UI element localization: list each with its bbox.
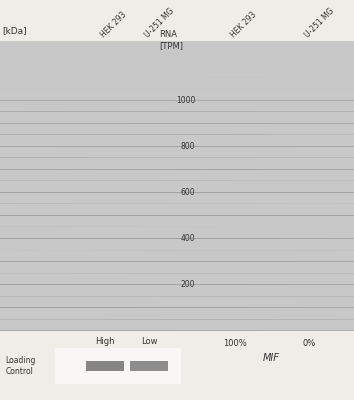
Text: RNA
[TPM]: RNA [TPM]	[159, 30, 183, 50]
FancyBboxPatch shape	[0, 295, 354, 308]
Text: Low: Low	[141, 337, 158, 346]
FancyBboxPatch shape	[0, 318, 354, 331]
FancyBboxPatch shape	[0, 249, 354, 262]
FancyBboxPatch shape	[0, 99, 354, 112]
Text: HEK 293: HEK 293	[99, 10, 128, 39]
FancyBboxPatch shape	[0, 272, 354, 285]
FancyBboxPatch shape	[0, 191, 354, 204]
FancyBboxPatch shape	[0, 41, 354, 54]
Bar	[55, 57, 78, 62]
Text: HEK 293: HEK 293	[229, 10, 258, 39]
FancyBboxPatch shape	[0, 110, 354, 123]
FancyBboxPatch shape	[0, 53, 354, 66]
FancyBboxPatch shape	[0, 168, 354, 181]
FancyBboxPatch shape	[0, 226, 354, 238]
FancyBboxPatch shape	[0, 191, 354, 204]
Bar	[130, 361, 168, 371]
Text: 100%: 100%	[223, 339, 247, 348]
FancyBboxPatch shape	[0, 156, 354, 170]
FancyBboxPatch shape	[0, 295, 354, 308]
FancyBboxPatch shape	[0, 202, 354, 216]
FancyBboxPatch shape	[0, 134, 354, 146]
FancyBboxPatch shape	[0, 260, 354, 273]
FancyBboxPatch shape	[0, 145, 354, 158]
Text: U-251 MG: U-251 MG	[303, 6, 336, 39]
FancyBboxPatch shape	[0, 180, 354, 192]
Text: 0%: 0%	[303, 339, 316, 348]
FancyBboxPatch shape	[0, 306, 354, 319]
Bar	[86, 300, 124, 306]
Text: Loading
Control: Loading Control	[5, 356, 36, 376]
FancyBboxPatch shape	[0, 76, 354, 89]
FancyBboxPatch shape	[0, 283, 354, 296]
FancyBboxPatch shape	[0, 168, 354, 181]
FancyBboxPatch shape	[0, 99, 354, 112]
Bar	[55, 242, 73, 246]
FancyBboxPatch shape	[0, 306, 354, 319]
FancyBboxPatch shape	[0, 180, 354, 192]
FancyBboxPatch shape	[0, 318, 354, 331]
FancyBboxPatch shape	[0, 134, 354, 146]
Bar	[55, 178, 78, 183]
FancyBboxPatch shape	[0, 156, 354, 170]
Text: [kDa]: [kDa]	[2, 26, 27, 35]
Bar	[55, 159, 78, 163]
FancyBboxPatch shape	[0, 145, 354, 158]
FancyBboxPatch shape	[0, 283, 354, 296]
FancyBboxPatch shape	[0, 122, 354, 135]
FancyBboxPatch shape	[0, 202, 354, 216]
FancyBboxPatch shape	[0, 237, 354, 250]
FancyBboxPatch shape	[0, 214, 354, 227]
Bar	[55, 315, 67, 319]
FancyBboxPatch shape	[0, 226, 354, 238]
FancyBboxPatch shape	[0, 41, 354, 54]
Text: MIF: MIF	[262, 353, 279, 363]
FancyBboxPatch shape	[0, 122, 354, 135]
Bar	[130, 301, 168, 304]
FancyBboxPatch shape	[0, 87, 354, 100]
FancyBboxPatch shape	[0, 110, 354, 123]
Bar	[86, 361, 124, 371]
Bar	[55, 214, 78, 219]
FancyBboxPatch shape	[0, 87, 354, 100]
Text: U-251 MG: U-251 MG	[143, 6, 176, 39]
Bar	[55, 110, 78, 114]
FancyBboxPatch shape	[0, 53, 354, 66]
FancyBboxPatch shape	[0, 64, 354, 77]
FancyBboxPatch shape	[0, 249, 354, 262]
Text: High: High	[95, 337, 115, 346]
FancyBboxPatch shape	[0, 76, 354, 89]
FancyBboxPatch shape	[0, 272, 354, 285]
FancyBboxPatch shape	[0, 214, 354, 227]
FancyBboxPatch shape	[0, 64, 354, 77]
Bar	[55, 130, 78, 135]
Bar	[55, 282, 78, 287]
FancyBboxPatch shape	[0, 260, 354, 273]
FancyBboxPatch shape	[0, 237, 354, 250]
